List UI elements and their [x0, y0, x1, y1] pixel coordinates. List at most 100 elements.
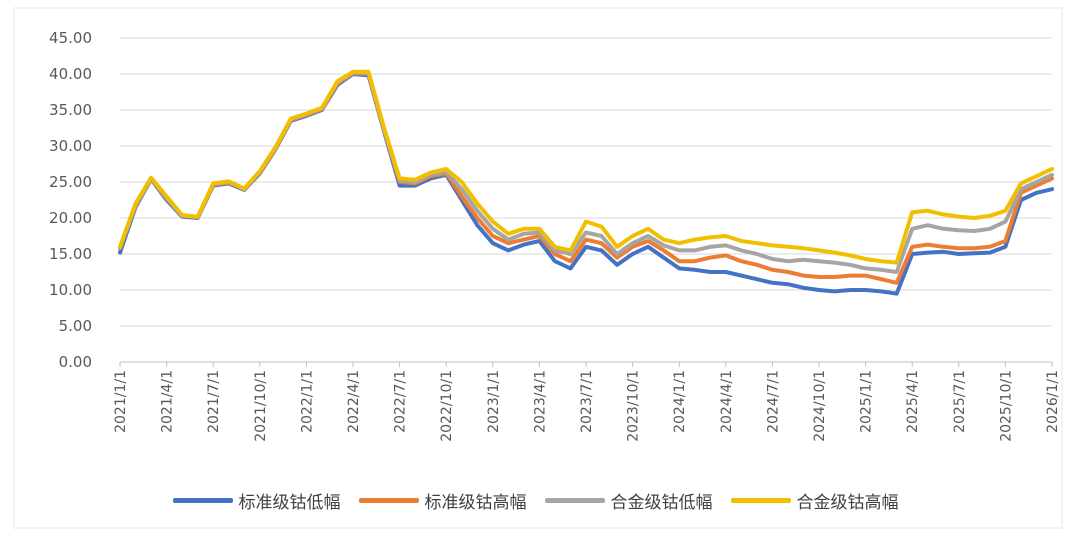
data-point — [941, 250, 945, 254]
data-point — [988, 245, 992, 249]
data-point — [537, 239, 542, 243]
x-tick-label: 2021/10/1 — [253, 370, 269, 442]
data-point — [118, 245, 122, 249]
data-point — [708, 235, 712, 239]
data-point — [724, 234, 728, 238]
data-point — [864, 257, 868, 261]
legend-label: 标准级钴高幅 — [424, 493, 527, 513]
data-point — [1034, 184, 1039, 188]
data-point — [444, 167, 448, 171]
data-point — [817, 288, 821, 292]
data-point — [910, 245, 914, 249]
legend-swatch — [358, 498, 419, 503]
data-point — [646, 239, 650, 243]
x-tick-label: 2022/1/1 — [299, 370, 315, 433]
data-point — [133, 202, 138, 206]
data-point — [801, 258, 806, 262]
data-point — [646, 227, 650, 231]
data-point — [398, 176, 402, 180]
legend-label: 合金级钴高幅 — [796, 493, 899, 513]
x-tick-label: 2022/10/1 — [439, 370, 455, 442]
y-tick-label: 35.00 — [49, 101, 92, 119]
data-point — [693, 238, 697, 242]
data-point — [926, 251, 930, 255]
data-point — [926, 223, 930, 227]
data-point — [631, 252, 635, 256]
data-point — [786, 245, 790, 249]
data-point — [1034, 180, 1039, 184]
y-tick-label: 30.00 — [49, 137, 92, 155]
data-point — [662, 256, 666, 260]
data-point — [755, 241, 759, 245]
data-point — [1003, 220, 1008, 224]
data-point — [1050, 187, 1054, 191]
data-point — [724, 253, 728, 257]
data-point — [832, 261, 837, 265]
data-point — [926, 209, 930, 213]
y-tick-label: 45.00 — [49, 29, 92, 47]
data-point — [429, 171, 433, 175]
data-point — [895, 261, 899, 265]
data-point — [646, 245, 650, 249]
data-point — [506, 241, 510, 245]
y-tick-label: 15.00 — [49, 245, 92, 263]
data-point — [584, 230, 588, 234]
data-point — [832, 289, 837, 293]
x-tick-label: 2025/10/1 — [998, 370, 1014, 442]
data-point — [879, 289, 883, 293]
data-point — [848, 288, 852, 292]
legend-item: 标准级钴高幅 — [358, 488, 527, 513]
data-point — [165, 194, 169, 198]
data-point — [1050, 167, 1054, 171]
data-point — [460, 194, 464, 198]
data-point — [475, 209, 479, 213]
data-point — [864, 288, 868, 292]
data-point — [848, 263, 852, 267]
data-point — [724, 270, 728, 274]
data-point — [755, 252, 759, 256]
data-point — [568, 252, 573, 256]
data-point — [786, 259, 790, 263]
data-point — [382, 126, 386, 130]
data-point — [801, 286, 806, 290]
x-axis-ticks: 2021/1/1 2021/4/1 2021/7/1 2021/10/1 2022/1/… — [113, 362, 1061, 442]
data-point — [491, 234, 495, 238]
x-tick-label: 2026/1/1 — [1045, 370, 1061, 433]
data-point — [988, 214, 992, 218]
data-point — [242, 186, 246, 191]
data-point — [677, 266, 681, 270]
y-tick-label: 40.00 — [49, 65, 92, 83]
data-point — [1019, 181, 1023, 185]
data-point — [941, 227, 945, 231]
data-point — [739, 259, 743, 263]
data-point — [180, 213, 184, 217]
data-point — [522, 243, 526, 247]
data-point — [677, 241, 681, 245]
data-point — [755, 263, 759, 267]
data-point — [289, 117, 293, 121]
data-point — [646, 234, 650, 238]
data-point — [599, 248, 604, 252]
data-point — [553, 248, 557, 252]
data-point — [553, 259, 557, 263]
y-tick-label: 0.00 — [59, 353, 92, 371]
data-point — [1003, 209, 1008, 213]
data-point — [366, 70, 371, 74]
data-point — [475, 202, 479, 206]
data-point — [584, 238, 588, 242]
x-tick-label: 2024/1/1 — [672, 370, 688, 433]
data-point — [599, 234, 604, 238]
data-point — [1034, 174, 1039, 178]
data-point — [693, 268, 697, 272]
data-point — [770, 268, 775, 272]
data-point — [941, 212, 945, 216]
data-point — [972, 251, 976, 255]
gridlines — [120, 37, 1052, 363]
data-point — [910, 227, 914, 231]
data-point — [1034, 191, 1039, 195]
x-tick-label: 2023/4/1 — [532, 370, 548, 433]
data-point — [988, 227, 992, 231]
x-tick-label: 2024/4/1 — [719, 370, 735, 433]
data-point — [972, 229, 976, 233]
data-point — [662, 248, 666, 252]
